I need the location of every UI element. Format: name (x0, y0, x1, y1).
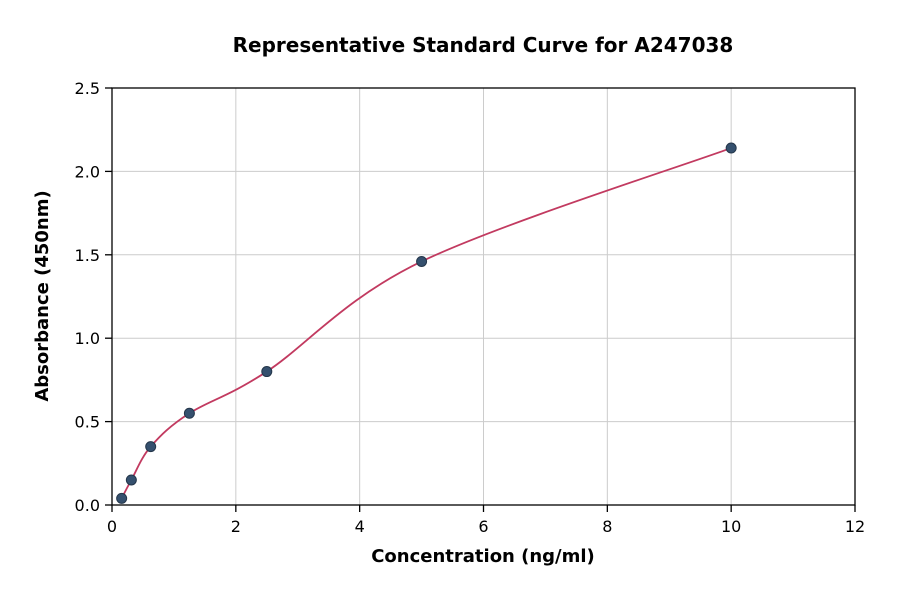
data-point (183, 407, 195, 419)
y-tick-label: 0.5 (75, 413, 100, 432)
y-tick-label: 2.5 (75, 79, 100, 98)
data-point (416, 255, 428, 267)
plot-area: 0 2 4 6 8 10 12 0.0 0.5 1.0 1.5 2.0 2.5 (75, 79, 866, 536)
y-tick-label: 0.0 (75, 496, 100, 515)
x-tick-label: 6 (478, 517, 488, 536)
data-point (125, 474, 137, 486)
y-tick-label: 2.0 (75, 162, 100, 181)
y-tick-label: 1.5 (75, 246, 100, 265)
x-tick-label: 2 (231, 517, 241, 536)
x-tick-label: 12 (845, 517, 865, 536)
chart-title: Representative Standard Curve for A24703… (233, 33, 734, 57)
data-point (261, 366, 273, 378)
x-tick-label: 4 (355, 517, 365, 536)
x-axis-label: Concentration (ng/ml) (371, 546, 595, 567)
y-axis-label: Absorbance (450nm) (32, 190, 53, 401)
data-point (145, 441, 157, 453)
data-point (725, 142, 737, 154)
data-point (116, 492, 128, 504)
x-tick-label: 0 (107, 517, 117, 536)
x-tick-label: 8 (602, 517, 612, 536)
x-tick-label: 10 (721, 517, 741, 536)
fit-curve (120, 147, 732, 499)
y-tick-label: 1.0 (75, 329, 100, 348)
